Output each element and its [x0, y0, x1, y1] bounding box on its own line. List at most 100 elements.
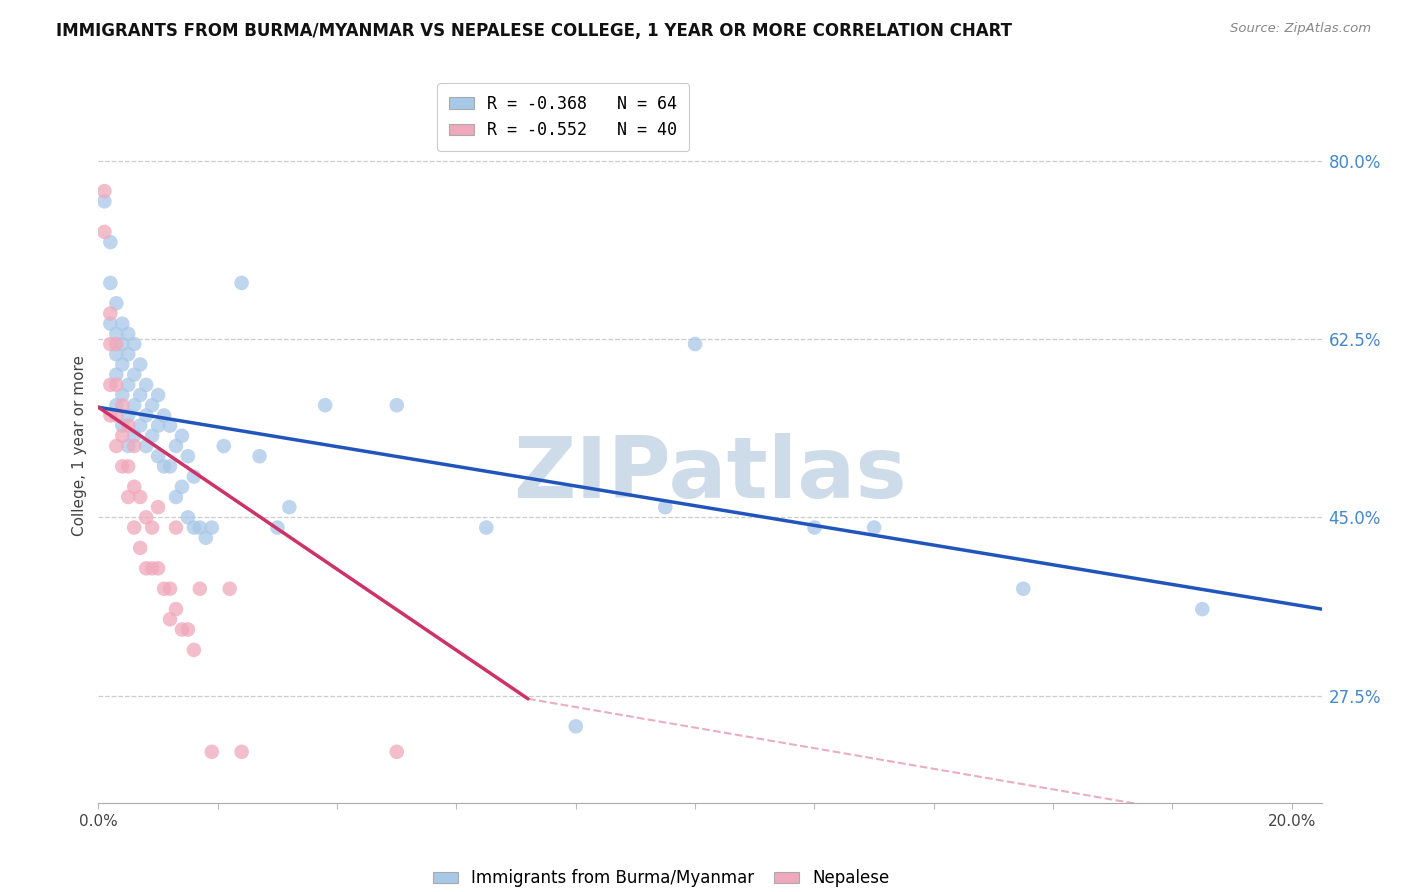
Point [111, 388, 134, 402]
Point [194, 531, 217, 545]
Point [212, 439, 235, 453]
Point [122, 368, 145, 382]
Point [385, 398, 408, 412]
Point [201, 520, 224, 534]
Point [385, 745, 408, 759]
Point [122, 480, 145, 494]
Point [153, 409, 176, 423]
Point [146, 561, 169, 575]
Point [165, 439, 187, 453]
Point [135, 439, 157, 453]
Point [165, 602, 187, 616]
Point [153, 582, 176, 596]
Point [177, 510, 200, 524]
Point [183, 643, 205, 657]
Point [98, 317, 121, 331]
Point [117, 409, 139, 423]
Point [129, 490, 152, 504]
Point [98, 377, 121, 392]
Point [135, 510, 157, 524]
Point [93, 194, 115, 209]
Point [183, 469, 205, 483]
Point [135, 561, 157, 575]
Point [105, 326, 128, 341]
Point [129, 358, 152, 372]
Point [122, 429, 145, 443]
Point [565, 719, 588, 733]
Point [105, 368, 128, 382]
Point [249, 449, 271, 463]
Point [93, 184, 115, 198]
Point [105, 296, 128, 310]
Point [135, 409, 157, 423]
Point [111, 429, 134, 443]
Point [117, 439, 139, 453]
Point [129, 541, 152, 555]
Point [231, 745, 253, 759]
Point [153, 459, 176, 474]
Point [117, 347, 139, 361]
Point [201, 745, 224, 759]
Point [105, 337, 128, 351]
Point [188, 582, 211, 596]
Point [177, 449, 200, 463]
Point [122, 520, 145, 534]
Point [231, 276, 253, 290]
Point [117, 326, 139, 341]
Point [98, 276, 121, 290]
Point [278, 500, 301, 515]
Text: IMMIGRANTS FROM BURMA/MYANMAR VS NEPALESE COLLEGE, 1 YEAR OR MORE CORRELATION CH: IMMIGRANTS FROM BURMA/MYANMAR VS NEPALES… [56, 22, 1012, 40]
Legend: Immigrants from Burma/Myanmar, Nepalese: Immigrants from Burma/Myanmar, Nepalese [425, 861, 898, 892]
Point [105, 409, 128, 423]
Point [117, 490, 139, 504]
Point [117, 377, 139, 392]
Point [475, 520, 498, 534]
Point [111, 418, 134, 433]
Point [98, 306, 121, 320]
Point [146, 388, 169, 402]
Point [188, 520, 211, 534]
Point [141, 398, 163, 412]
Point [1012, 582, 1035, 596]
Point [122, 398, 145, 412]
Point [165, 490, 187, 504]
Point [266, 520, 288, 534]
Point [159, 418, 181, 433]
Point [141, 429, 163, 443]
Point [111, 337, 134, 351]
Point [105, 347, 128, 361]
Point [98, 337, 121, 351]
Point [98, 235, 121, 249]
Point [105, 439, 128, 453]
Point [135, 377, 157, 392]
Point [122, 337, 145, 351]
Point [183, 520, 205, 534]
Point [111, 459, 134, 474]
Point [111, 398, 134, 412]
Point [122, 439, 145, 453]
Point [129, 418, 152, 433]
Point [314, 398, 336, 412]
Point [170, 623, 193, 637]
Point [165, 520, 187, 534]
Point [117, 418, 139, 433]
Point [683, 337, 706, 351]
Point [159, 582, 181, 596]
Y-axis label: College, 1 year or more: College, 1 year or more [72, 356, 87, 536]
Point [146, 449, 169, 463]
Point [159, 459, 181, 474]
Point [111, 358, 134, 372]
Point [117, 459, 139, 474]
Text: Source: ZipAtlas.com: Source: ZipAtlas.com [1230, 22, 1371, 36]
Point [146, 418, 169, 433]
Point [159, 612, 181, 626]
Point [98, 409, 121, 423]
Point [1191, 602, 1213, 616]
Point [218, 582, 240, 596]
Point [141, 561, 163, 575]
Point [863, 520, 886, 534]
Point [111, 317, 134, 331]
Point [93, 225, 115, 239]
Point [803, 520, 825, 534]
Text: ZIPatlas: ZIPatlas [513, 433, 907, 516]
